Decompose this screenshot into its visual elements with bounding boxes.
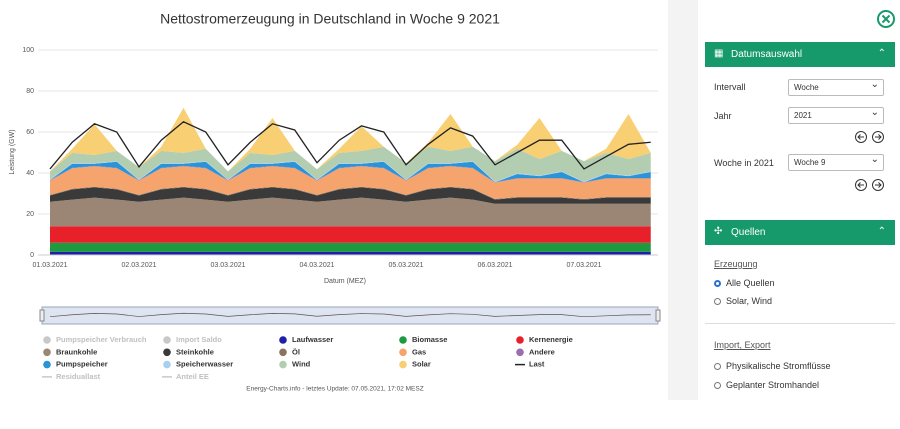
sidebar: ▦Datumsauswahl⌃ Intervall Woche Jahr 202… [698, 0, 900, 400]
legend-label[interactable]: Gas [412, 347, 426, 356]
x-tick-label: 07.03.2021 [566, 262, 601, 269]
radio-option[interactable]: Geplanter Stromhandel [714, 380, 819, 390]
legend-label[interactable]: Speicherwasser [176, 360, 233, 369]
area [50, 166, 651, 200]
area [50, 226, 651, 243]
legend-marker [516, 348, 524, 357]
legend-marker [399, 360, 407, 369]
x-tick-label: 05.03.2021 [388, 262, 423, 269]
legend-label[interactable]: Residuallast [56, 372, 101, 381]
group-title: Import, Export [714, 340, 771, 350]
legend-label[interactable]: Pumpspeicher Verbrauch [56, 335, 147, 344]
legend-marker [516, 336, 524, 344]
legend-marker [43, 360, 51, 369]
x-tick-label: 01.03.2021 [32, 262, 67, 269]
option-label: Solar, Wind [726, 296, 773, 306]
step-buttons[interactable] [854, 130, 890, 144]
x-tick-label: 06.03.2021 [477, 262, 512, 269]
panel-header[interactable]: ✣ Quellen ⌃ [705, 220, 895, 245]
navigator-handle[interactable] [655, 309, 661, 322]
legend-label[interactable]: Steinkohle [176, 347, 214, 356]
x-tick-label: 04.03.2021 [299, 262, 334, 269]
navigator-line [49, 312, 651, 318]
legend-label[interactable]: Pumpspeicher [56, 360, 108, 369]
legend-marker [163, 336, 171, 344]
step-buttons[interactable] [854, 178, 890, 192]
legend-label[interactable]: Last [529, 360, 545, 369]
legend-label[interactable]: Laufwasser [292, 335, 333, 344]
legend-marker [43, 336, 51, 344]
area [50, 165, 651, 183]
divider [668, 0, 698, 400]
line [49, 120, 651, 170]
legend-label[interactable]: Andere [529, 347, 555, 356]
option-label: Physikalische Stromflüsse [726, 361, 831, 371]
footer: Energy-Charts.info - letztes Update: 07.… [246, 386, 423, 393]
option-label: Geplanter Stromhandel [726, 380, 820, 390]
area [50, 197, 651, 227]
legend-marker [43, 348, 51, 357]
option-label: Alle Quellen [726, 278, 775, 288]
radio-option[interactable]: Physikalische Stromflüsse [714, 361, 831, 371]
panel-title: Datumsauswahl [731, 49, 803, 60]
legend-label[interactable]: Anteil EE [176, 372, 209, 381]
navigator-handle[interactable] [39, 309, 45, 322]
select[interactable]: 2021 [788, 107, 884, 124]
group-title: Erzeugung [714, 259, 758, 269]
panel-title: Quellen [731, 227, 766, 238]
y-tick-label: 80 [26, 88, 34, 95]
x-axis-label: Datum (MEZ) [324, 278, 366, 285]
field-label: Intervall [714, 82, 746, 92]
panel-header[interactable]: ▦ Datumsauswahl ⌃ [705, 42, 895, 67]
y-tick-label: 100 [22, 47, 34, 54]
field-label: Woche in 2021 [714, 158, 774, 168]
legend-label[interactable]: Kernenergie [529, 335, 573, 344]
area [50, 251, 651, 255]
legend-label[interactable]: Wind [292, 360, 311, 369]
close-button[interactable] [876, 9, 896, 29]
chart: Nettostromerzeugung in Deutschland in Wo… [9, 11, 661, 393]
x-tick-label: 03.03.2021 [210, 262, 245, 269]
area [50, 146, 651, 182]
legend-label[interactable]: Braunkohle [56, 347, 97, 356]
navigator[interactable] [41, 306, 659, 325]
legend-label[interactable]: Biomasse [412, 335, 447, 344]
legend-marker [163, 360, 171, 369]
y-tick-label: 0 [30, 252, 34, 259]
legend-marker [279, 348, 287, 357]
y-tick-label: 60 [26, 129, 34, 136]
legend-label[interactable]: Import Saldo [176, 335, 222, 344]
area [50, 161, 651, 183]
x-tick-label: 02.03.2021 [121, 262, 156, 269]
select[interactable]: Woche [788, 79, 884, 96]
area [50, 187, 651, 204]
legend-label[interactable]: Solar [412, 360, 431, 369]
area [50, 107, 651, 172]
y-tick-label: 40 [26, 170, 34, 177]
legend-marker [399, 348, 407, 357]
legend-marker [279, 360, 287, 369]
chart-title: Nettostromerzeugung in Deutschland in Wo… [160, 11, 500, 27]
separator [705, 323, 895, 324]
field-label: Jahr [714, 111, 732, 121]
y-axis-label: Leistung (GW) [9, 129, 16, 174]
legend-marker [163, 348, 171, 357]
legend-marker [399, 336, 407, 344]
legend-marker [279, 336, 287, 344]
radio-option[interactable]: Solar, Wind [714, 296, 772, 306]
select[interactable]: Woche 9 [788, 154, 884, 171]
y-tick-label: 20 [26, 211, 34, 218]
legend-label[interactable]: Öl [292, 347, 300, 356]
area [50, 242, 651, 252]
radio-option[interactable]: Alle Quellen [714, 278, 775, 288]
